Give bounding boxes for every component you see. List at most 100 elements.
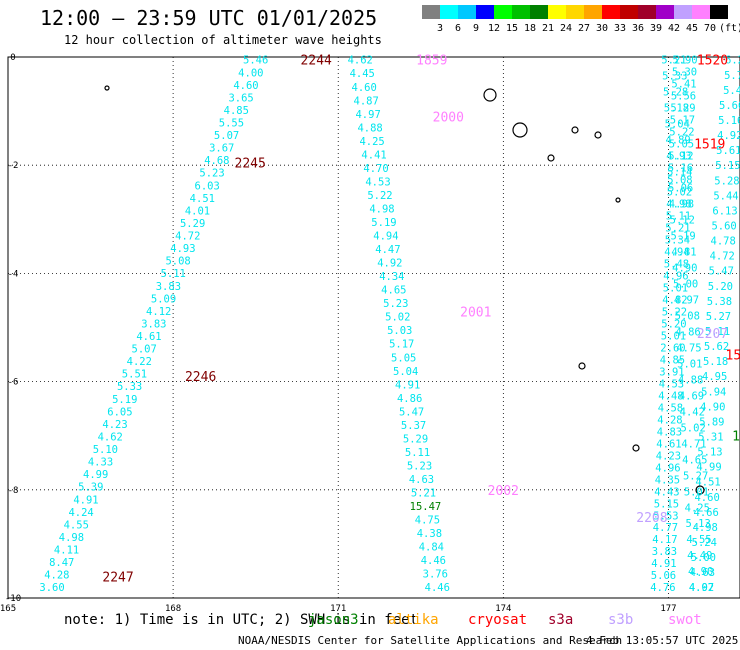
legend-swatch [566,5,584,19]
swh-value-label: 5.11 [666,211,691,223]
time-label: 1519 [694,138,725,153]
swh-value-label: 5.33 [117,381,142,393]
swh-value-label: 4.43 [654,486,679,498]
swh-value-label: 5.29 [180,218,205,230]
swh-value-label: 5.28 [663,87,688,99]
swh-value-label: 5.02 [385,312,410,324]
swh-value-label: 5.23 [383,298,408,310]
swh-value-label: 5.47 [399,406,424,418]
swh-value-label: 4.92 [717,130,740,142]
swh-value-label: 3.83 [652,546,677,558]
swh-value-label: 4.88 [678,374,703,386]
swh-value-label: 5.20 [661,318,686,330]
swh-value-label: 5.08 [675,310,700,322]
swh-value-label: 4.53 [659,378,684,390]
swh-value-label: 5.12 [668,151,693,163]
swh-value-label: 5.27 [683,470,708,482]
swh-value-label: 5.21 [665,223,690,235]
swh-value-label: 5.22 [669,127,694,139]
swh-value-label: 4.25 [359,136,384,148]
swh-value-label: 4.90 [672,262,697,274]
swh-value-label: 4.88 [357,122,382,134]
x-tick-label: 171 [330,604,346,614]
swh-value-label: 5.90 [672,55,697,67]
swh-value-label: 4.69 [679,390,704,402]
swh-value-label: 4.46 [421,555,446,567]
swh-value-label: 5.44 [713,190,738,202]
legend-swatch [476,5,494,19]
swh-value-label: 4.96 [663,270,688,282]
swh-value-label: 6.05 [107,406,132,418]
swh-value-label: 3.67 [209,143,234,155]
time-label: 2002 [488,484,519,499]
swh-value-label: 5.08 [667,175,692,187]
island-outline [632,444,640,452]
mission-label-s3b: s3b [608,612,634,628]
legend-label: 24 [559,23,573,34]
swh-value-label: 5.34 [665,235,690,247]
legend-label: 12 [487,23,501,34]
swh-value-label: 6.13 [712,205,737,217]
swh-value-label: 4.97 [689,582,714,594]
swh-value-label: 5.00 [691,552,716,564]
swh-value-label: 4.97 [355,109,380,121]
swh-value-label: 5.38 [707,296,732,308]
legend-swatch [422,5,440,19]
swh-value-label: 5.15 [654,498,679,510]
legend-label: 70 [703,23,717,34]
swh-value-label: 4.94 [373,231,398,243]
mission-label-altika: altika [388,612,439,628]
swh-value-label: 5.89 [699,416,724,428]
legend-unit: (ft) [718,23,740,34]
time-label: 1859 [416,54,447,69]
swh-value-label: 4.70 [363,163,388,175]
swh-value-label: 4.62 [348,55,373,67]
island-outline [483,88,497,102]
swh-value-label: 4.24 [68,507,93,519]
swh-value-label: 4.77 [653,522,678,534]
swh-value-label: 4.28 [657,414,682,426]
swh-value-label: 5.60 [711,220,736,232]
swh-value-label: 5.31 [698,431,723,443]
swh-value-label: 4.28 [44,570,69,582]
swh-value-label: 5.14 [667,167,692,179]
legend-swatch [656,5,674,19]
mission-label-jason3: jason3 [308,612,359,628]
legend-swatch [638,5,656,19]
x-tick-label: 174 [495,604,511,614]
swh-value-label: 4.38 [417,528,442,540]
swh-value-label: 4.33 [88,457,113,469]
swh-value-label: 4.60 [233,80,258,92]
swh-value-label: 6.2 [725,55,740,67]
swh-value-label: 4.17 [652,534,677,546]
swh-value-label: 4.95 [702,371,727,383]
swh-value-label: 5.47 [709,266,734,278]
swh-value-label: 5.07 [132,344,157,356]
swh-value-label: 5.11 [705,326,730,338]
time-label: 2246 [185,370,216,385]
swh-value-label: 4.47 [375,244,400,256]
legend-label: 15 [505,23,519,34]
island-outline [594,131,602,139]
swh-value-label: 4.72 [710,251,735,263]
swh-value-label: 5.29 [403,433,428,445]
swh-value-label: 5.33 [662,71,687,83]
swh-value-label: 2.60 [660,342,685,354]
swh-value-label: 5.22 [367,190,392,202]
island-outline [578,362,586,370]
swh-value-label: 5.48 [664,259,689,271]
swh-value-label: 4.23 [102,419,127,431]
swh-value-label: 4.96 [655,462,680,474]
swh-value-label: 5.09 [151,293,176,305]
island-outline [615,197,621,203]
swh-value-label: 4.89 [665,135,690,147]
swh-value-label: 4.49 [687,550,712,562]
swh-value-label: 5.94 [701,386,726,398]
swh-value-label: 4.76 [650,582,675,594]
swh-value-label: 4.60 [694,492,719,504]
swh-value-label: 4.23 [656,450,681,462]
swh-value-label: 4.91 [651,558,676,570]
swh-value-label: 4.45 [350,68,375,80]
swh-value-label: 4.87 [354,95,379,107]
swh-value-label: 5.18 [664,103,689,115]
